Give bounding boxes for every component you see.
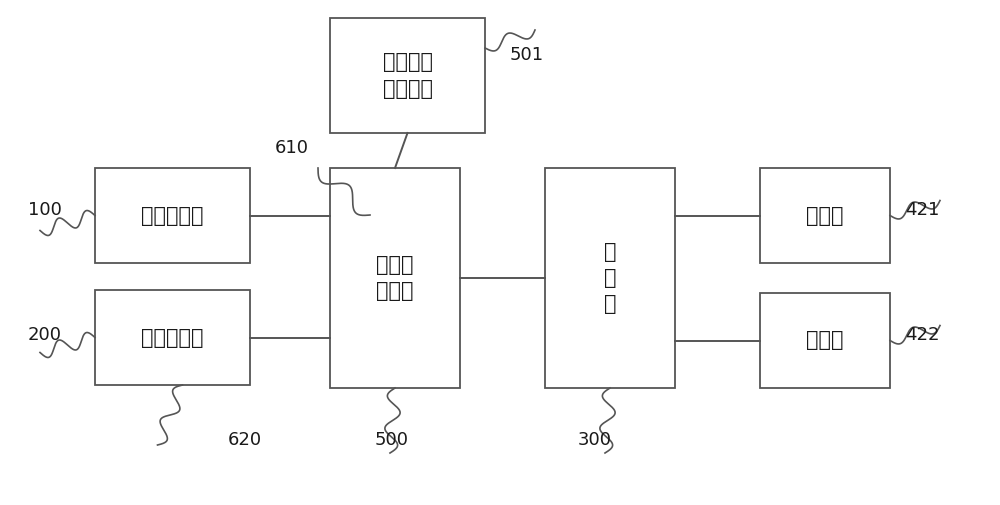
Bar [330,18,485,133]
Bar [545,168,675,388]
Text: 501: 501 [510,46,544,64]
Text: 620: 620 [228,431,262,449]
Text: 信道选
择电路: 信道选 择电路 [376,255,414,301]
Text: 精关节: 精关节 [806,330,844,350]
Text: 500: 500 [375,431,409,449]
Bar [760,168,890,263]
Text: 处
理
器: 处 理 器 [604,241,616,315]
Text: 100: 100 [28,201,62,219]
Text: 第二操控器: 第二操控器 [141,328,204,347]
Bar [95,290,250,385]
Text: 422: 422 [905,326,940,344]
Text: 300: 300 [578,431,612,449]
Text: 610: 610 [275,139,309,157]
Bar [330,168,460,388]
Text: 200: 200 [28,326,62,344]
Bar [95,168,250,263]
Text: 421: 421 [905,201,939,219]
Text: 粗关节: 粗关节 [806,206,844,226]
Bar [760,293,890,388]
Text: 信道选择
输入单元: 信道选择 输入单元 [382,53,432,98]
Text: 第一操控器: 第一操控器 [141,206,204,226]
